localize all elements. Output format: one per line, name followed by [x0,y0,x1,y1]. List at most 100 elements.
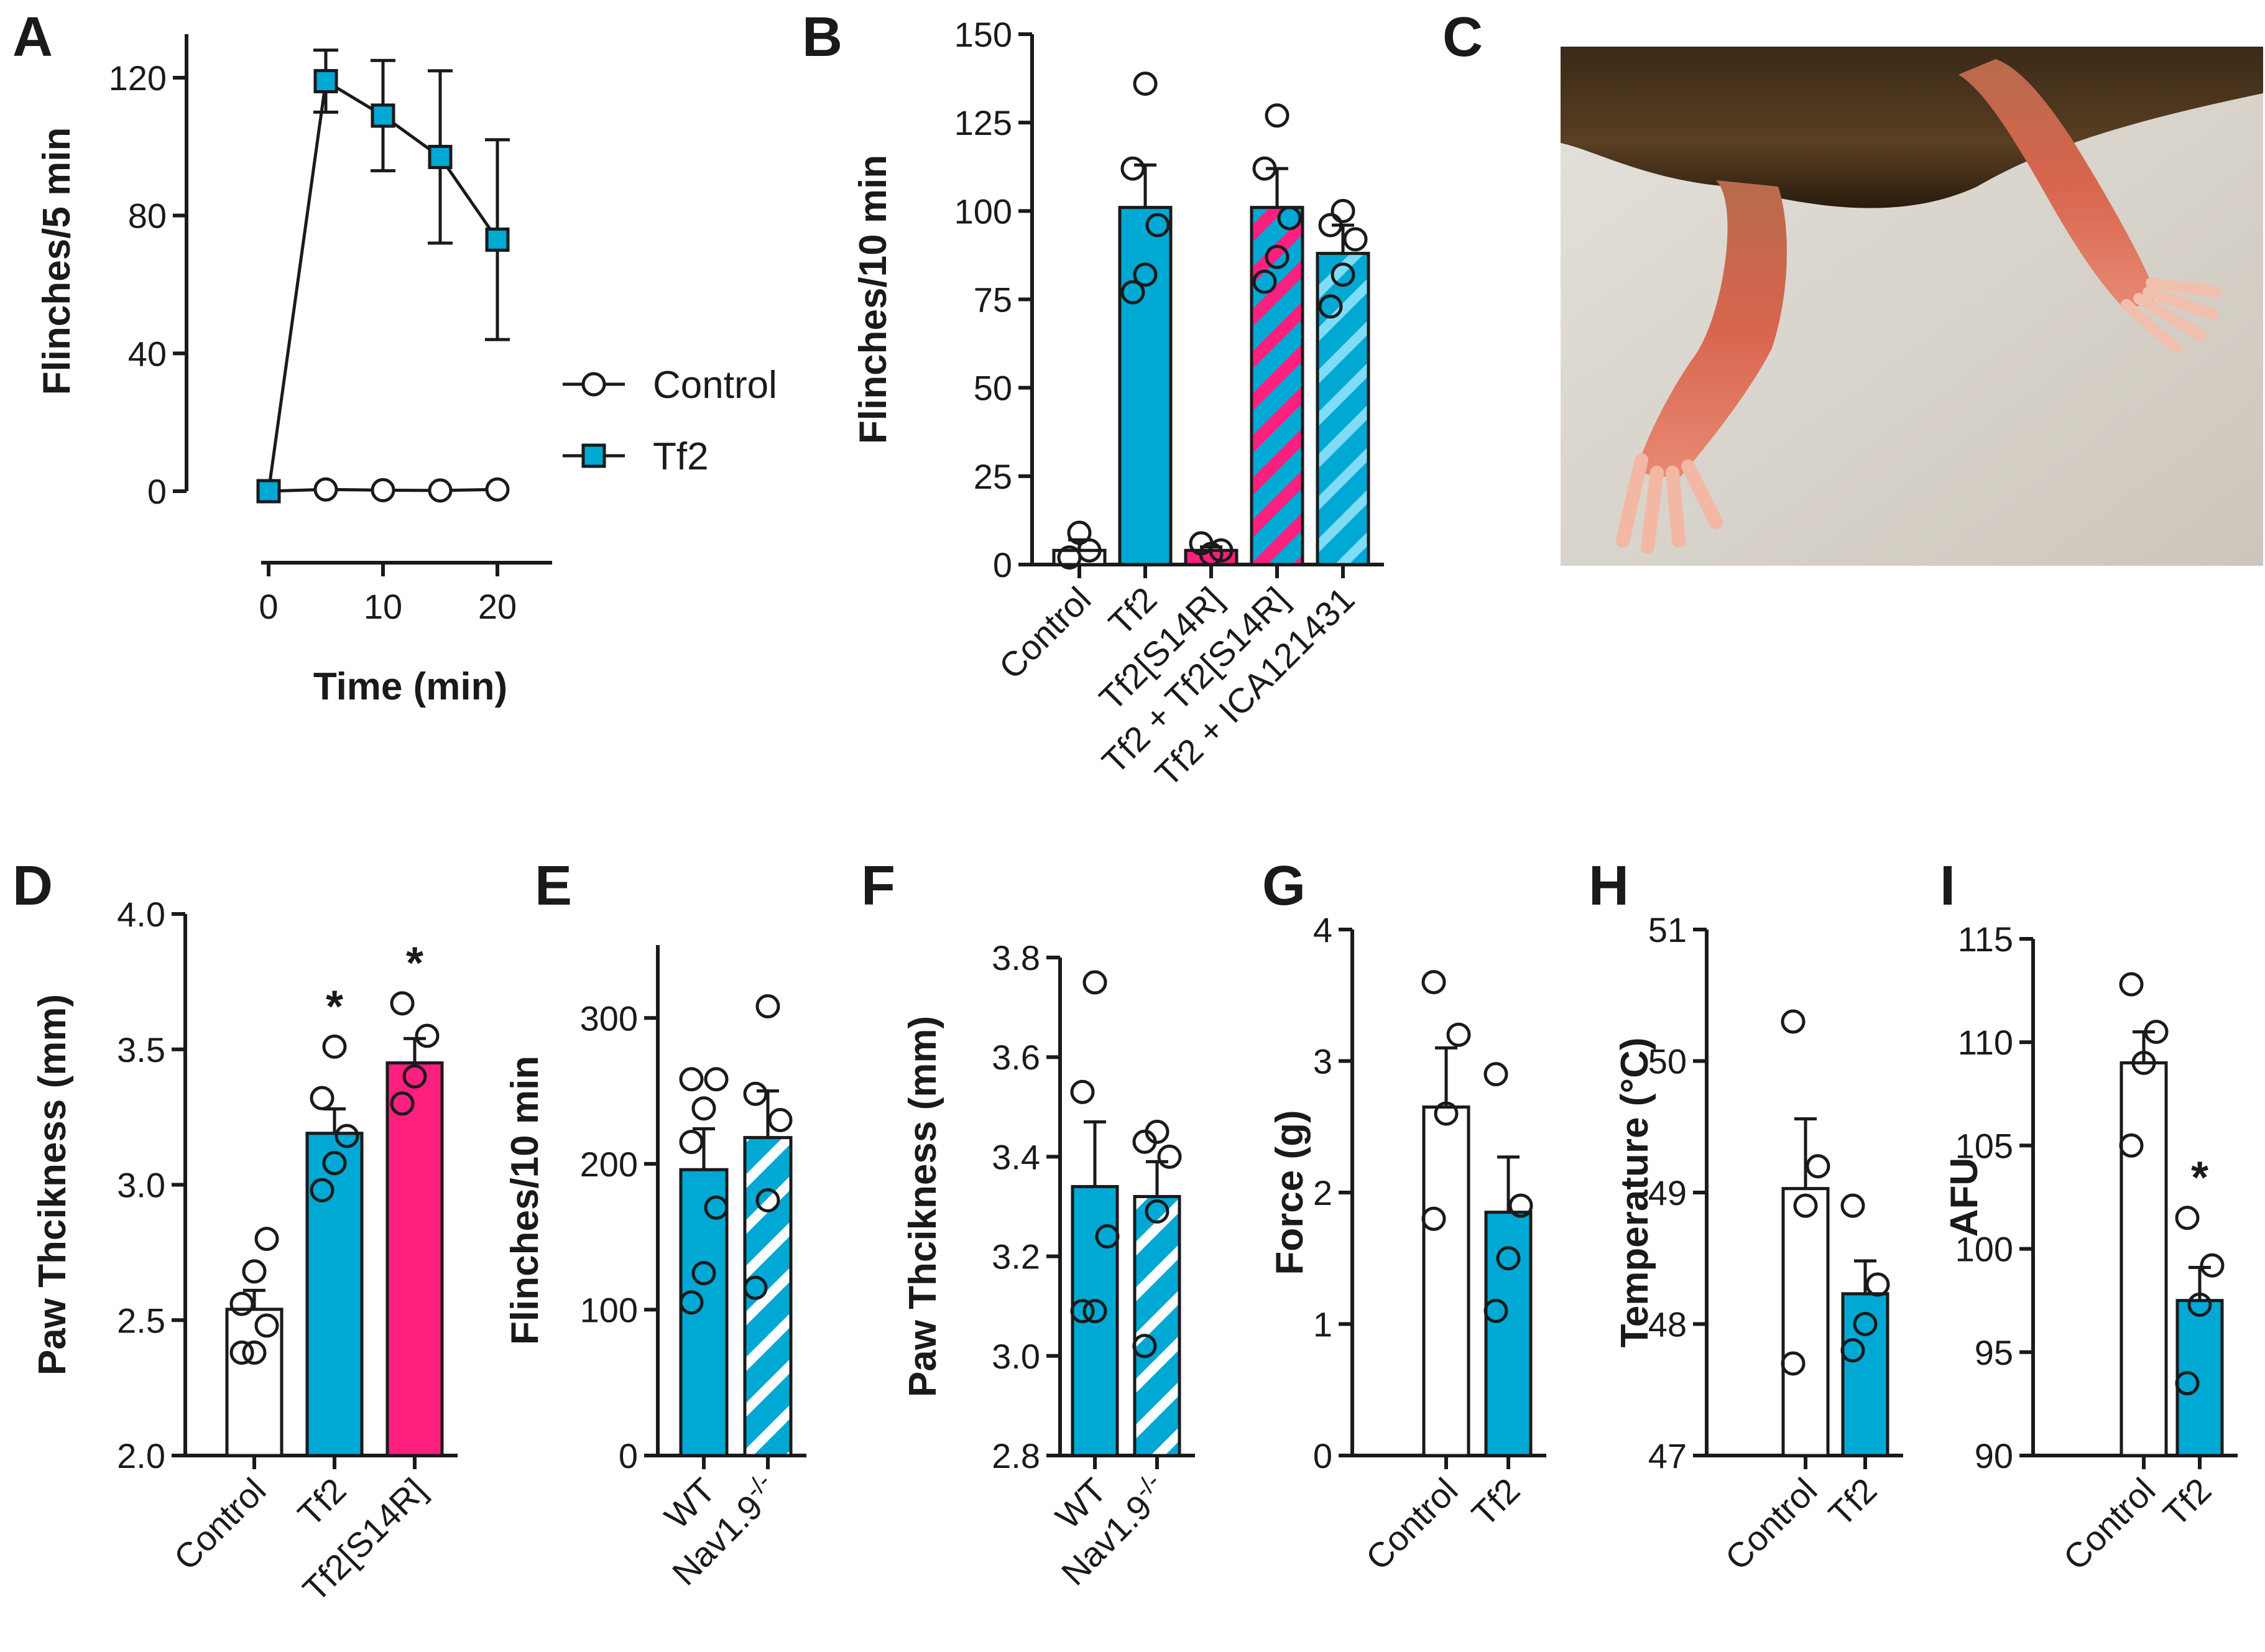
paw-photo [1561,47,2263,566]
data-point [1840,1193,1865,1218]
data-point [691,1096,716,1121]
bar-tf2 [1118,206,1173,566]
panel-a: 0 40 80 120 0 10 20 Time (min) Flinches/5 min Con… [35,34,777,708]
panel-label-g: G [1262,855,1306,917]
data-point [1508,1193,1533,1218]
data-point [402,1064,427,1089]
bar-tf2 [2175,1299,2224,1457]
data-point [1793,1193,1818,1218]
data-point [1070,1299,1095,1324]
significance-star: * [2191,1153,2208,1203]
legend-marker [581,443,606,468]
data-point [229,1291,254,1316]
data-point [1067,520,1092,545]
y-tick-label: 3 [1313,1042,1332,1081]
y-tick-label: 0 [993,545,1012,584]
x-tick-label: Control [166,1470,273,1577]
data-point [755,1188,780,1212]
y-axis-label: Paw Thcikness (mm) [902,1016,944,1397]
bar-control [1422,1105,1470,1457]
data-point [1483,1298,1508,1323]
data-point [1434,1101,1459,1126]
data-point [1157,1144,1182,1169]
data-point [1318,213,1343,238]
y-tick-label: 1 [1313,1305,1332,1344]
data-point [256,479,281,504]
y-tick-label: 200 [580,1145,638,1184]
y-tick-label: 300 [580,999,638,1038]
data-point [1132,1334,1157,1359]
data-point [1145,213,1170,238]
y-tick-label: 0 [619,1436,638,1475]
data-point [2119,972,2144,997]
y-tick-label: 48 [1648,1305,1687,1344]
data-point [1806,1154,1830,1179]
y-tick-label: 2.8 [992,1436,1040,1475]
data-point [229,1341,254,1365]
data-point [1865,1272,1890,1297]
data-point [390,991,415,1016]
data-point [1421,1206,1446,1231]
y-tick-label: 2.5 [117,1301,165,1340]
data-point [310,1178,334,1202]
y-tick-label: 3.0 [992,1337,1040,1376]
panel-label-e: E [535,855,572,917]
data-point [1082,970,1107,995]
data-point [1265,103,1289,128]
data-point [2144,1020,2169,1045]
y-tick-label: 150 [954,15,1012,54]
data-point [1331,198,1355,223]
data-point [242,1259,267,1284]
bar-tf2 [1841,1292,1889,1457]
data-point [1853,1312,1878,1336]
bar-control [2120,1061,2168,1457]
y-tick-label: 0 [1313,1436,1332,1475]
y-tick-label: 90 [1975,1436,2013,1475]
bar-nav1-9- [1133,1194,1181,1457]
data-point [1781,1009,1806,1034]
x-tick-label: Tf2 [1464,1470,1528,1534]
y-tick-label: 3.6 [992,1038,1040,1077]
y-axis-label: Paw Thcikness (mm) [31,994,74,1375]
panel-label-d: D [12,855,53,917]
data-point [1120,156,1145,181]
bar-tf2-tf2-s14r- [1250,206,1304,566]
data-point [1265,244,1289,269]
y-tick-label: 100 [1955,1230,2013,1269]
data-point [704,1067,729,1092]
y-tick-label: 120 [109,58,167,98]
y-tick-label: 115 [1958,920,2013,959]
x-tick-label: Control [1717,1470,1824,1577]
data-point [1318,294,1343,319]
y-tick-label: 3.0 [117,1166,165,1205]
data-point [313,69,338,94]
data-point [254,1227,279,1252]
data-point [1145,1199,1169,1224]
y-tick-label: 50 [1648,1042,1687,1081]
legend-label: Control [653,364,777,407]
data-point [1070,1079,1095,1104]
data-point [322,1034,347,1059]
data-point [415,1023,440,1048]
panel-label-a: A [12,6,53,68]
data-point [428,478,453,503]
data-point [679,1067,704,1092]
data-point [679,1130,704,1155]
y-axis-label: Force (g) [1268,1110,1311,1275]
y-tick-label: 25 [974,457,1012,496]
x-tick-label: Control [1358,1470,1465,1577]
y-tick-label: 110 [1958,1023,2013,1062]
x-tick-label: 0 [259,587,278,626]
x-axis-label: Time (min) [313,665,507,708]
y-axis-label: Flinches/10 min [852,155,895,444]
data-point [1496,1246,1521,1271]
panel-label-c: C [1442,6,1483,68]
significance-star: * [326,982,343,1031]
data-point [1483,1062,1508,1087]
data-point [1277,206,1302,231]
data-point [1145,1119,1169,1144]
y-tick-label: 100 [954,192,1012,231]
data-point [1199,542,1224,566]
